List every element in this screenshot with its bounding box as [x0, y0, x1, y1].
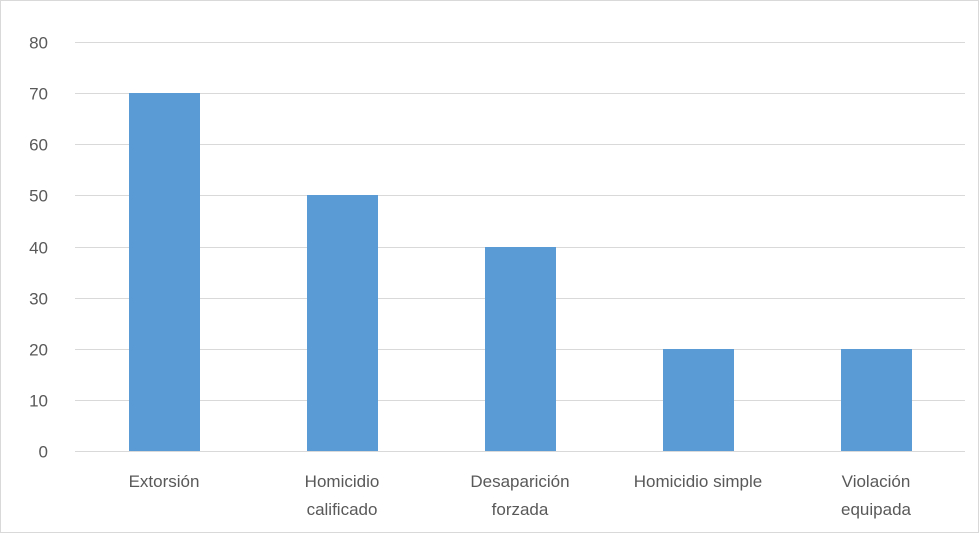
- y-tick-label: 70: [29, 85, 48, 104]
- y-tick-label: 80: [29, 34, 48, 53]
- x-category-label: Desaparición forzada: [470, 472, 569, 519]
- bar-3: [485, 247, 556, 452]
- bars: [129, 93, 912, 452]
- x-category-label: Homicidio calificado: [305, 472, 380, 519]
- bar-5: [841, 349, 912, 451]
- y-tick-label: 10: [29, 392, 48, 411]
- x-category-label: Extorsión: [129, 472, 200, 491]
- y-tick-label: 0: [39, 443, 48, 462]
- bar-4: [663, 349, 734, 451]
- gridlines: [75, 42, 965, 401]
- y-tick-label: 60: [29, 136, 48, 155]
- x-axis-category-labels: Extorsión Homicidio calificado Desaparición…: [129, 472, 912, 519]
- bar-2: [307, 195, 378, 451]
- y-tick-label: 50: [29, 187, 48, 206]
- y-tick-label: 30: [29, 290, 48, 309]
- y-tick-label: 40: [29, 239, 48, 258]
- y-tick-label: 20: [29, 341, 48, 360]
- x-category-label: Violación equipada: [841, 472, 912, 519]
- y-axis-tick-labels: 0 10 20 30 40 50 60 70 80: [29, 34, 48, 462]
- bar-1: [129, 93, 200, 451]
- x-category-label: Homicidio simple: [634, 472, 762, 491]
